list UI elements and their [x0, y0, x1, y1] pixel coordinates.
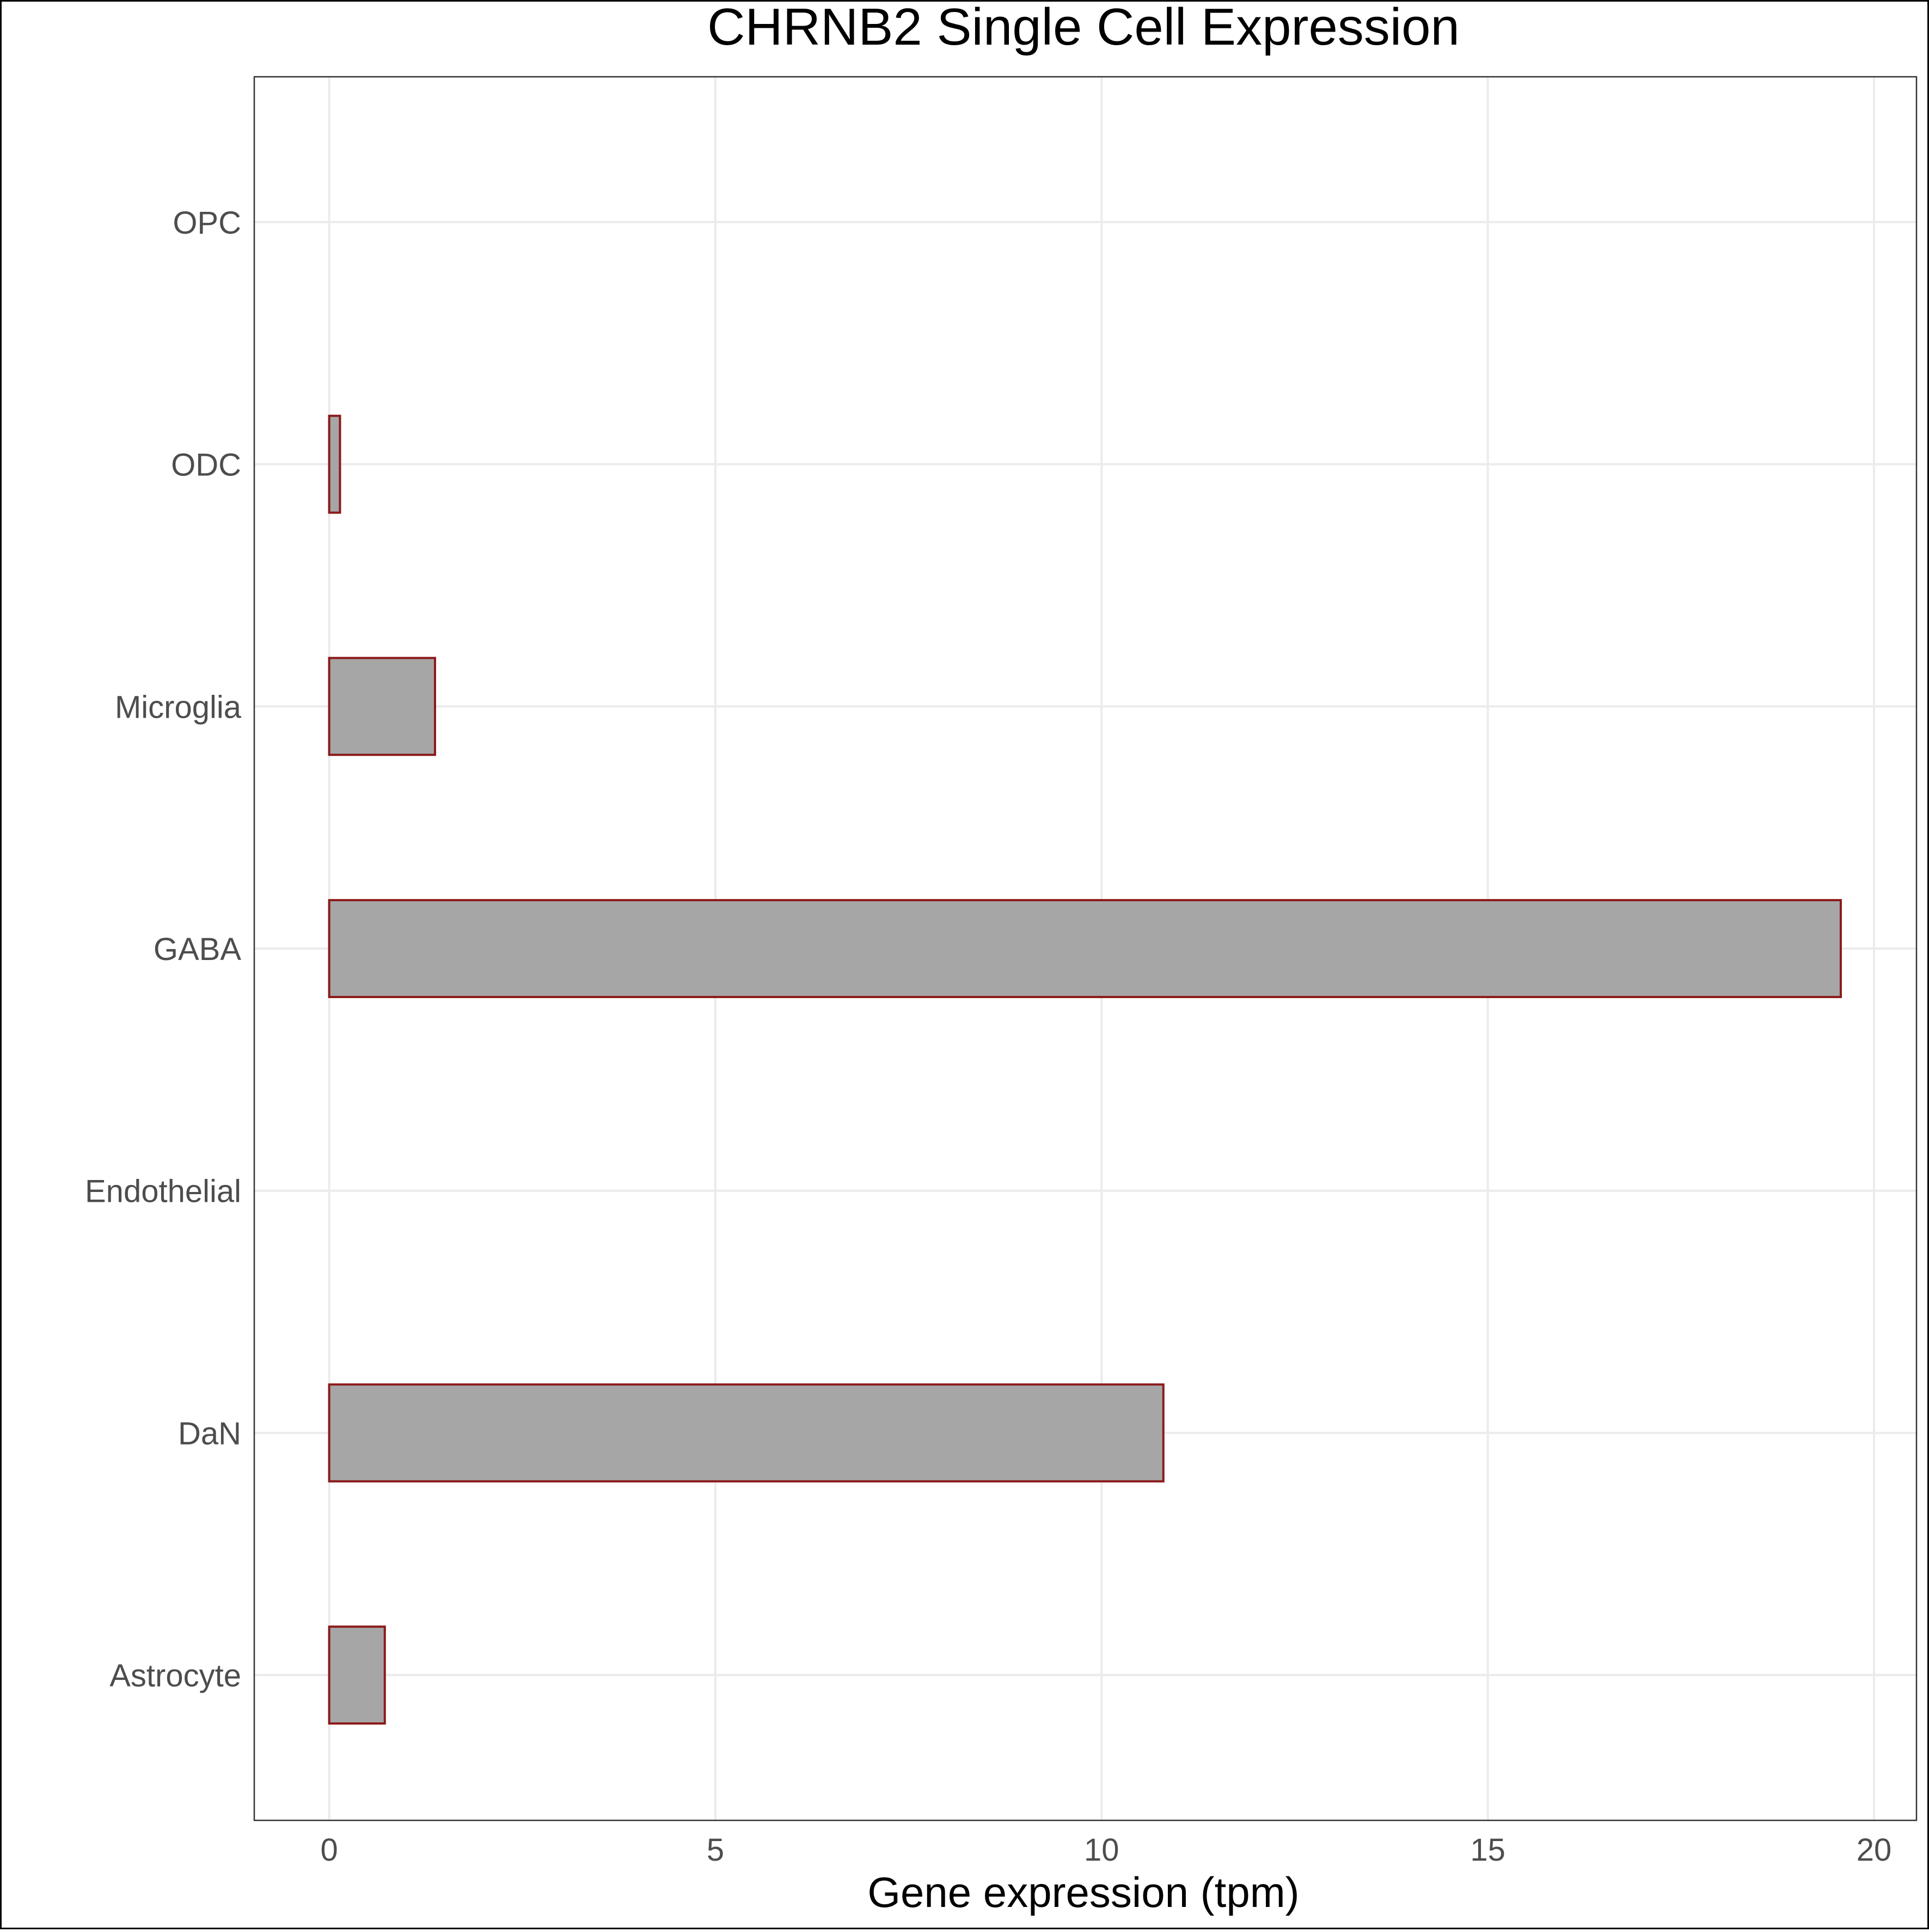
bar-gaba	[328, 899, 1842, 998]
x-tick-labels: 0 5 10 15 20	[320, 1832, 1891, 1868]
bar-astrocyte	[328, 1625, 386, 1725]
x-tick-label: 0	[320, 1832, 338, 1868]
bar-odc	[328, 414, 341, 514]
y-tick-label: DaN	[178, 1416, 241, 1451]
y-tick-label: Endothelial	[85, 1174, 241, 1209]
bar-microglia	[328, 657, 436, 756]
plot-panel-border	[253, 76, 1918, 1821]
x-axis-title: Gene expression (tpm)	[867, 1868, 1299, 1916]
y-tick-label: Astrocyte	[109, 1658, 241, 1693]
y-tick-label: ODC	[171, 448, 241, 483]
y-tick-label: OPC	[173, 205, 241, 241]
bar-dan	[328, 1383, 1165, 1483]
x-tick-label: 10	[1084, 1832, 1119, 1868]
bar-layer	[328, 414, 1842, 1725]
x-tick-label: 20	[1857, 1832, 1892, 1868]
chart-title: CHRNB2 Single Cell Expression	[707, 0, 1460, 56]
x-tick-label: 15	[1470, 1832, 1505, 1868]
y-tick-label: Microglia	[115, 689, 242, 725]
y-tick-label: GABA	[154, 932, 241, 967]
x-tick-label: 5	[707, 1832, 724, 1868]
y-tick-labels: Astrocyte DaN Endothelial GABA Microglia ODC O…	[85, 205, 242, 1693]
